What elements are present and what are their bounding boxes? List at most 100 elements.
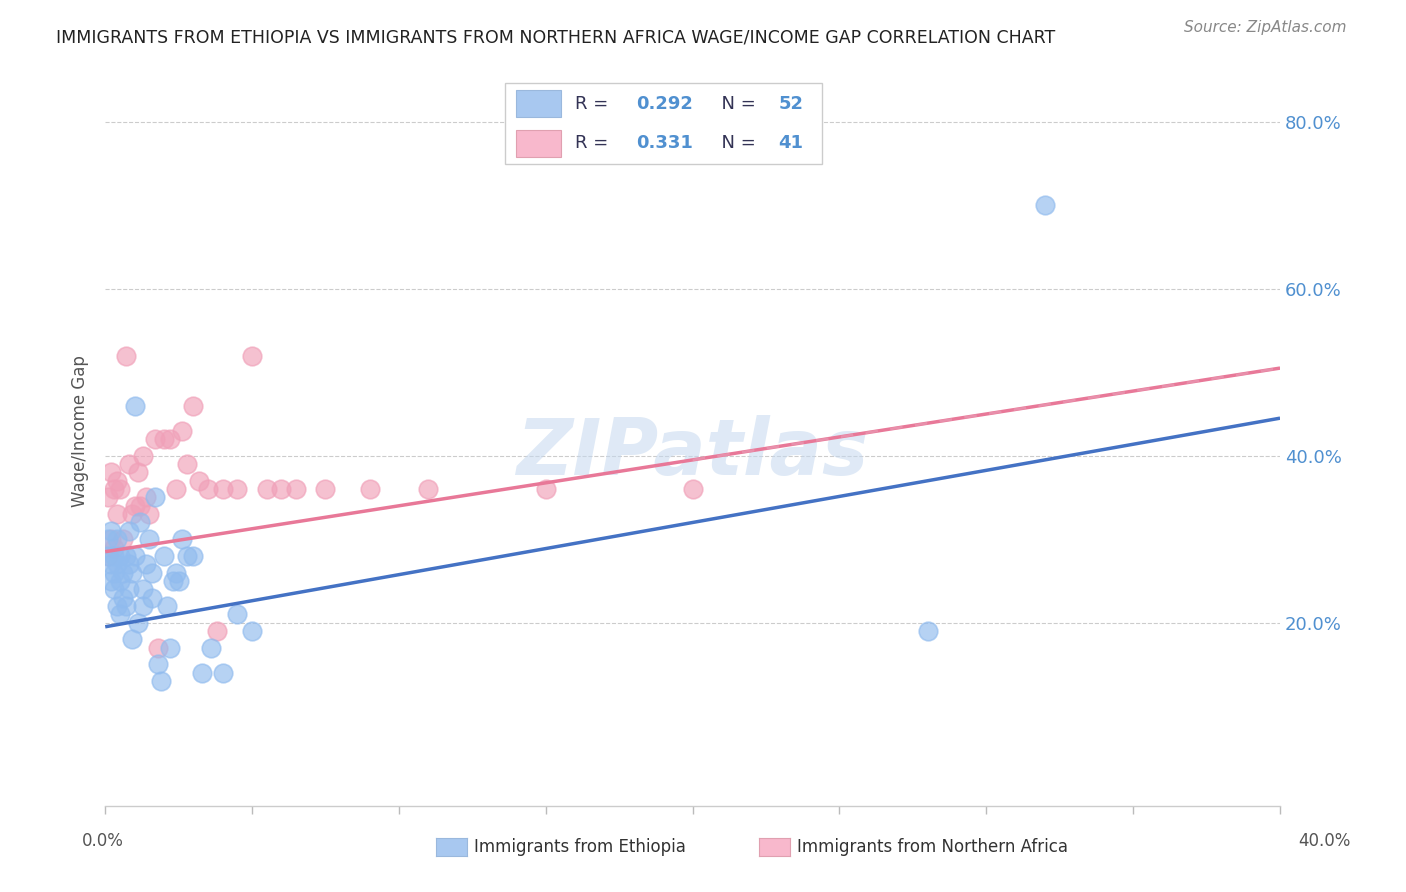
Point [108, 607, 131, 622]
Point [97, 549, 120, 563]
Point [121, 632, 143, 647]
Point [256, 482, 278, 496]
Point [100, 574, 122, 588]
Point [135, 558, 157, 572]
Point [100, 466, 122, 480]
Text: Source: ZipAtlas.com: Source: ZipAtlas.com [1184, 20, 1347, 35]
Point [132, 582, 155, 597]
Point [153, 432, 176, 446]
Point [159, 432, 181, 446]
Point [682, 482, 704, 496]
Point [124, 549, 146, 563]
Point [105, 507, 128, 521]
Point [188, 474, 211, 488]
Point [315, 482, 337, 496]
Bar [505, 83, 823, 164]
Point [176, 549, 198, 563]
Point [226, 607, 249, 622]
Point [97, 491, 120, 505]
Text: IMMIGRANTS FROM ETHIOPIA VS IMMIGRANTS FROM NORTHERN AFRICA WAGE/INCOME GAP CORR: IMMIGRANTS FROM ETHIOPIA VS IMMIGRANTS F… [56, 29, 1056, 46]
Point [127, 615, 149, 630]
Point [124, 399, 146, 413]
Point [121, 507, 143, 521]
Text: N =: N = [710, 95, 762, 112]
Point [143, 491, 166, 505]
Text: 41: 41 [779, 135, 803, 153]
Point [108, 482, 131, 496]
Point [103, 541, 125, 555]
Point [111, 566, 134, 580]
Point [105, 532, 128, 546]
Point [270, 482, 292, 496]
Point [285, 482, 308, 496]
Point [197, 482, 219, 496]
Point [165, 482, 187, 496]
Point [159, 640, 181, 655]
Point [114, 599, 136, 613]
Point [105, 558, 128, 572]
Point [103, 549, 125, 563]
Point [111, 532, 134, 546]
Point [917, 624, 939, 638]
Point [121, 566, 143, 580]
Point [170, 424, 193, 438]
Point [205, 624, 228, 638]
Point [141, 566, 163, 580]
Point [226, 482, 249, 496]
Point [108, 574, 131, 588]
Point [138, 532, 160, 546]
Point [105, 474, 128, 488]
Point [127, 466, 149, 480]
Point [97, 549, 120, 563]
Text: 0.331: 0.331 [637, 135, 693, 153]
Text: 0.292: 0.292 [637, 95, 693, 112]
Bar [516, 130, 561, 156]
Text: 0.0%: 0.0% [82, 831, 124, 849]
Point [183, 549, 205, 563]
Point [100, 532, 122, 546]
Point [132, 599, 155, 613]
Point [143, 432, 166, 446]
Point [118, 582, 141, 597]
Point [150, 674, 173, 689]
Point [138, 507, 160, 521]
Text: ZIPatlas: ZIPatlas [516, 415, 869, 491]
Point [534, 482, 557, 496]
Text: R =: R = [575, 95, 614, 112]
Point [105, 599, 128, 613]
Point [108, 549, 131, 563]
Point [1033, 198, 1056, 212]
Text: 52: 52 [779, 95, 803, 112]
Point [240, 624, 263, 638]
Point [170, 532, 193, 546]
Text: N =: N = [710, 135, 762, 153]
Point [191, 665, 214, 680]
Point [97, 532, 120, 546]
Point [156, 599, 179, 613]
Point [114, 549, 136, 563]
Point [103, 482, 125, 496]
Point [146, 640, 169, 655]
Y-axis label: Wage/Income Gap: Wage/Income Gap [72, 355, 89, 507]
Point [418, 482, 440, 496]
Point [146, 657, 169, 672]
Point [114, 349, 136, 363]
Point [111, 591, 134, 605]
Point [103, 566, 125, 580]
Point [118, 524, 141, 538]
Point [183, 399, 205, 413]
Point [153, 549, 176, 563]
Point [132, 449, 155, 463]
Point [118, 457, 141, 471]
Point [240, 349, 263, 363]
Point [165, 566, 187, 580]
Point [129, 499, 152, 513]
Text: Immigrants from Northern Africa: Immigrants from Northern Africa [797, 838, 1069, 856]
Point [100, 524, 122, 538]
Point [135, 491, 157, 505]
Text: 40.0%: 40.0% [1298, 831, 1351, 849]
Point [118, 558, 141, 572]
Point [141, 591, 163, 605]
Point [129, 516, 152, 530]
Point [103, 582, 125, 597]
